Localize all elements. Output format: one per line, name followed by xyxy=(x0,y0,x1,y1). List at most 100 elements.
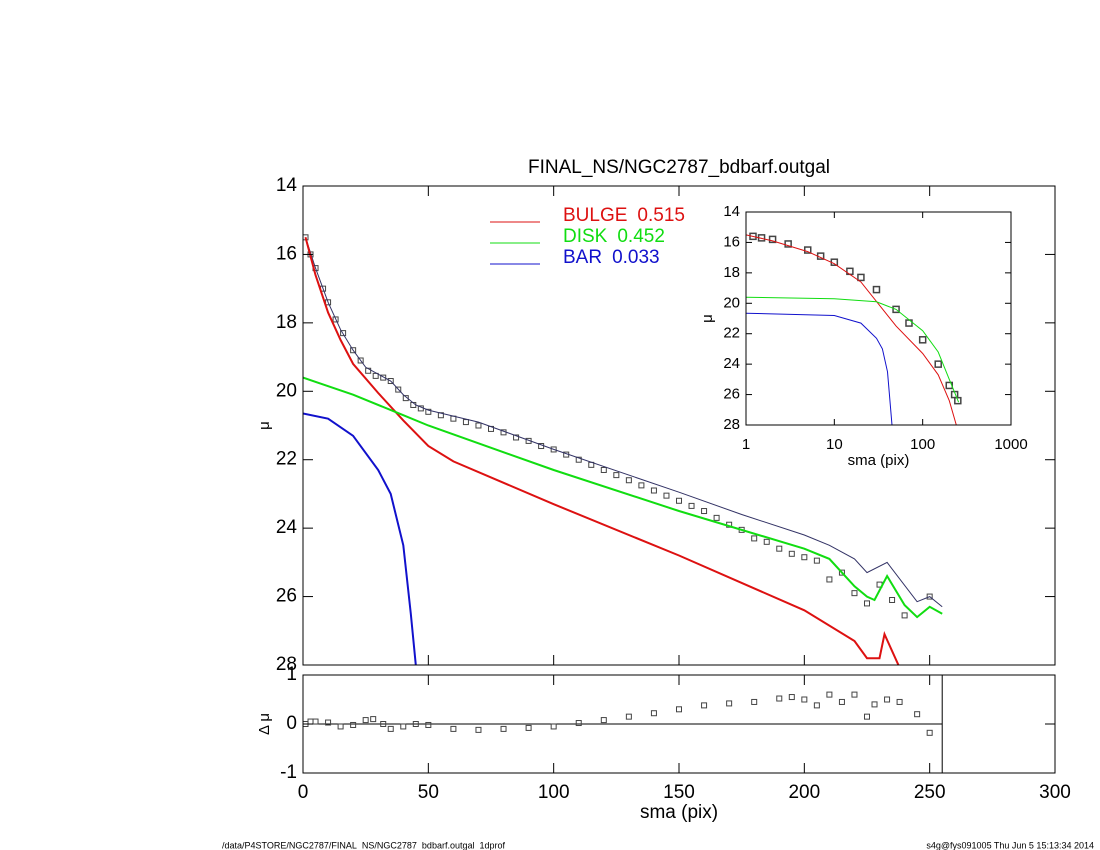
data-point xyxy=(513,434,520,441)
x-tick-label: 100 xyxy=(538,782,570,803)
data-point xyxy=(826,576,833,583)
x-tick-label: 300 xyxy=(1039,782,1071,803)
data-point xyxy=(954,396,962,405)
legend-name: BAR xyxy=(563,247,602,268)
y-tick-label: 26 xyxy=(723,386,740,403)
data-point xyxy=(500,725,507,732)
data-point xyxy=(826,691,833,698)
data-point xyxy=(613,472,620,479)
y-tick-label: 1 xyxy=(286,664,297,685)
x-axis-label: sma (pix) xyxy=(640,802,718,823)
data-point xyxy=(776,695,783,702)
y-tick-label: 28 xyxy=(276,654,297,675)
data-point xyxy=(350,721,357,728)
plot-area xyxy=(303,234,943,665)
data-point xyxy=(372,372,379,379)
data-point xyxy=(337,723,344,730)
data-point xyxy=(851,691,858,698)
data-point xyxy=(600,466,607,473)
data-point xyxy=(934,360,942,368)
data-point xyxy=(400,723,407,730)
data-point xyxy=(312,718,319,725)
profile-line xyxy=(303,376,943,619)
data-point xyxy=(884,696,891,703)
data-point xyxy=(550,723,557,730)
x-tick-label: 150 xyxy=(663,782,695,803)
y-tick-label: 16 xyxy=(276,243,297,264)
data-point xyxy=(851,590,858,597)
x-tick-label: 0 xyxy=(298,782,309,803)
x-tick-label: 250 xyxy=(914,782,946,803)
data-point xyxy=(838,569,845,576)
y-axis-label: μ xyxy=(256,421,273,430)
y-axis-label: μ xyxy=(699,314,716,323)
data-point xyxy=(751,535,758,542)
data-point xyxy=(357,357,364,364)
legend-fraction: 0.515 xyxy=(637,205,685,226)
profile-line xyxy=(304,237,900,665)
data-point xyxy=(575,720,582,727)
data-point xyxy=(638,482,645,489)
frame xyxy=(745,211,1012,426)
data-point xyxy=(332,316,339,323)
x-axis-label: sma (pix) xyxy=(848,452,910,469)
data-point xyxy=(896,698,903,705)
data-point xyxy=(688,502,695,509)
y-tick-label: 18 xyxy=(276,312,297,333)
data-point xyxy=(425,721,432,728)
data-point xyxy=(713,514,720,521)
data-point xyxy=(788,550,795,557)
data-point xyxy=(650,487,657,494)
x-tick-label: 1 xyxy=(742,436,750,453)
data-point xyxy=(387,725,394,732)
data-point xyxy=(625,713,632,720)
data-point xyxy=(402,395,409,402)
data-point xyxy=(676,497,682,504)
data-point xyxy=(450,725,457,732)
data-point xyxy=(575,456,582,463)
y-tick-label: 18 xyxy=(723,264,740,281)
data-point xyxy=(751,698,758,705)
data-point xyxy=(701,508,708,515)
data-point xyxy=(625,477,632,484)
data-point xyxy=(412,721,419,727)
profile-line xyxy=(746,312,893,425)
data-point xyxy=(871,701,878,708)
data-point xyxy=(864,600,870,607)
y-tick-label: 14 xyxy=(723,203,740,220)
data-point xyxy=(550,446,557,453)
data-point xyxy=(801,554,808,561)
data-point xyxy=(763,538,770,545)
y-tick-label: 16 xyxy=(723,233,740,250)
data-point xyxy=(663,492,670,499)
profile-line xyxy=(746,234,957,425)
data-point xyxy=(726,700,733,707)
data-point xyxy=(701,702,708,709)
data-point xyxy=(788,694,795,701)
plot-area xyxy=(746,232,962,425)
data-point xyxy=(749,232,757,241)
data-point xyxy=(914,711,921,718)
data-point xyxy=(901,612,908,619)
y-tick-label: 22 xyxy=(276,449,297,470)
x-tick-label: 1000 xyxy=(994,436,1027,453)
data-point xyxy=(892,305,900,314)
data-point xyxy=(462,419,469,426)
x-tick-label: 100 xyxy=(910,436,935,453)
data-point xyxy=(525,724,532,731)
y-tick-label: 28 xyxy=(723,416,740,433)
data-point xyxy=(803,246,812,254)
plot-area xyxy=(303,675,943,773)
x-tick-label: 10 xyxy=(826,436,843,453)
data-point xyxy=(650,710,657,717)
data-point xyxy=(325,719,332,726)
y-tick-label: 0 xyxy=(286,713,297,734)
y-axis-label: Δ μ xyxy=(256,713,273,735)
y-tick-label: 22 xyxy=(723,325,740,342)
footer-path: /data/P4STORE/NGC2787/FINAL_NS/NGC2787_b… xyxy=(222,840,505,850)
data-point xyxy=(425,408,432,415)
y-tick-label: 20 xyxy=(276,380,297,401)
legend-entry: DISK 0.452 xyxy=(563,226,665,247)
data-point xyxy=(768,235,777,244)
x-tick-label: 200 xyxy=(788,782,820,803)
